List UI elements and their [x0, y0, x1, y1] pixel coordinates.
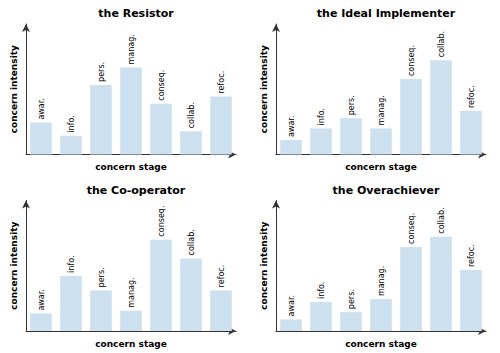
svg-text:the Ideal Implementer: the Ideal Implementer — [317, 7, 456, 20]
svg-text:concern intensity: concern intensity — [9, 221, 19, 309]
svg-text:manag.: manag. — [377, 95, 386, 125]
svg-text:the Resistor: the Resistor — [98, 7, 174, 20]
svg-text:pers.: pers. — [97, 267, 106, 287]
svg-text:pers.: pers. — [347, 95, 356, 115]
svg-text:collab.: collab. — [437, 31, 446, 57]
svg-text:manag.: manag. — [377, 266, 386, 296]
svg-text:awar.: awar. — [287, 116, 296, 137]
svg-text:manag.: manag. — [127, 277, 136, 307]
svg-text:concern stage: concern stage — [95, 339, 167, 349]
svg-text:concern intensity: concern intensity — [259, 45, 269, 133]
svg-text:pers.: pers. — [97, 62, 106, 82]
svg-text:info.: info. — [317, 282, 326, 299]
svg-text:refoc.: refoc. — [217, 265, 226, 288]
svg-text:concern stage: concern stage — [345, 339, 417, 349]
svg-text:concern intensity: concern intensity — [259, 221, 269, 309]
svg-text:the Overachiever: the Overachiever — [333, 184, 440, 197]
svg-text:info.: info. — [67, 255, 76, 272]
svg-text:conseq.: conseq. — [157, 206, 166, 237]
svg-text:info.: info. — [317, 108, 326, 125]
svg-text:concern stage: concern stage — [345, 162, 417, 172]
svg-text:awar.: awar. — [37, 289, 46, 310]
svg-text:collab.: collab. — [437, 207, 446, 233]
svg-text:the Co-operator: the Co-operator — [87, 184, 186, 197]
svg-text:manag.: manag. — [127, 34, 136, 64]
svg-text:collab.: collab. — [187, 229, 196, 255]
svg-text:info.: info. — [67, 115, 76, 132]
svg-text:awar.: awar. — [287, 295, 296, 316]
svg-text:refoc.: refoc. — [467, 244, 476, 267]
svg-text:refoc.: refoc. — [467, 85, 476, 108]
svg-text:conseq.: conseq. — [407, 45, 416, 76]
svg-text:concern stage: concern stage — [95, 162, 167, 172]
svg-text:awar.: awar. — [37, 98, 46, 119]
svg-text:concern intensity: concern intensity — [9, 45, 19, 133]
svg-text:conseq.: conseq. — [407, 213, 416, 244]
svg-text:conseq.: conseq. — [157, 70, 166, 101]
svg-text:refoc.: refoc. — [217, 71, 226, 94]
svg-text:pers.: pers. — [347, 289, 356, 309]
svg-text:collab.: collab. — [187, 102, 196, 128]
